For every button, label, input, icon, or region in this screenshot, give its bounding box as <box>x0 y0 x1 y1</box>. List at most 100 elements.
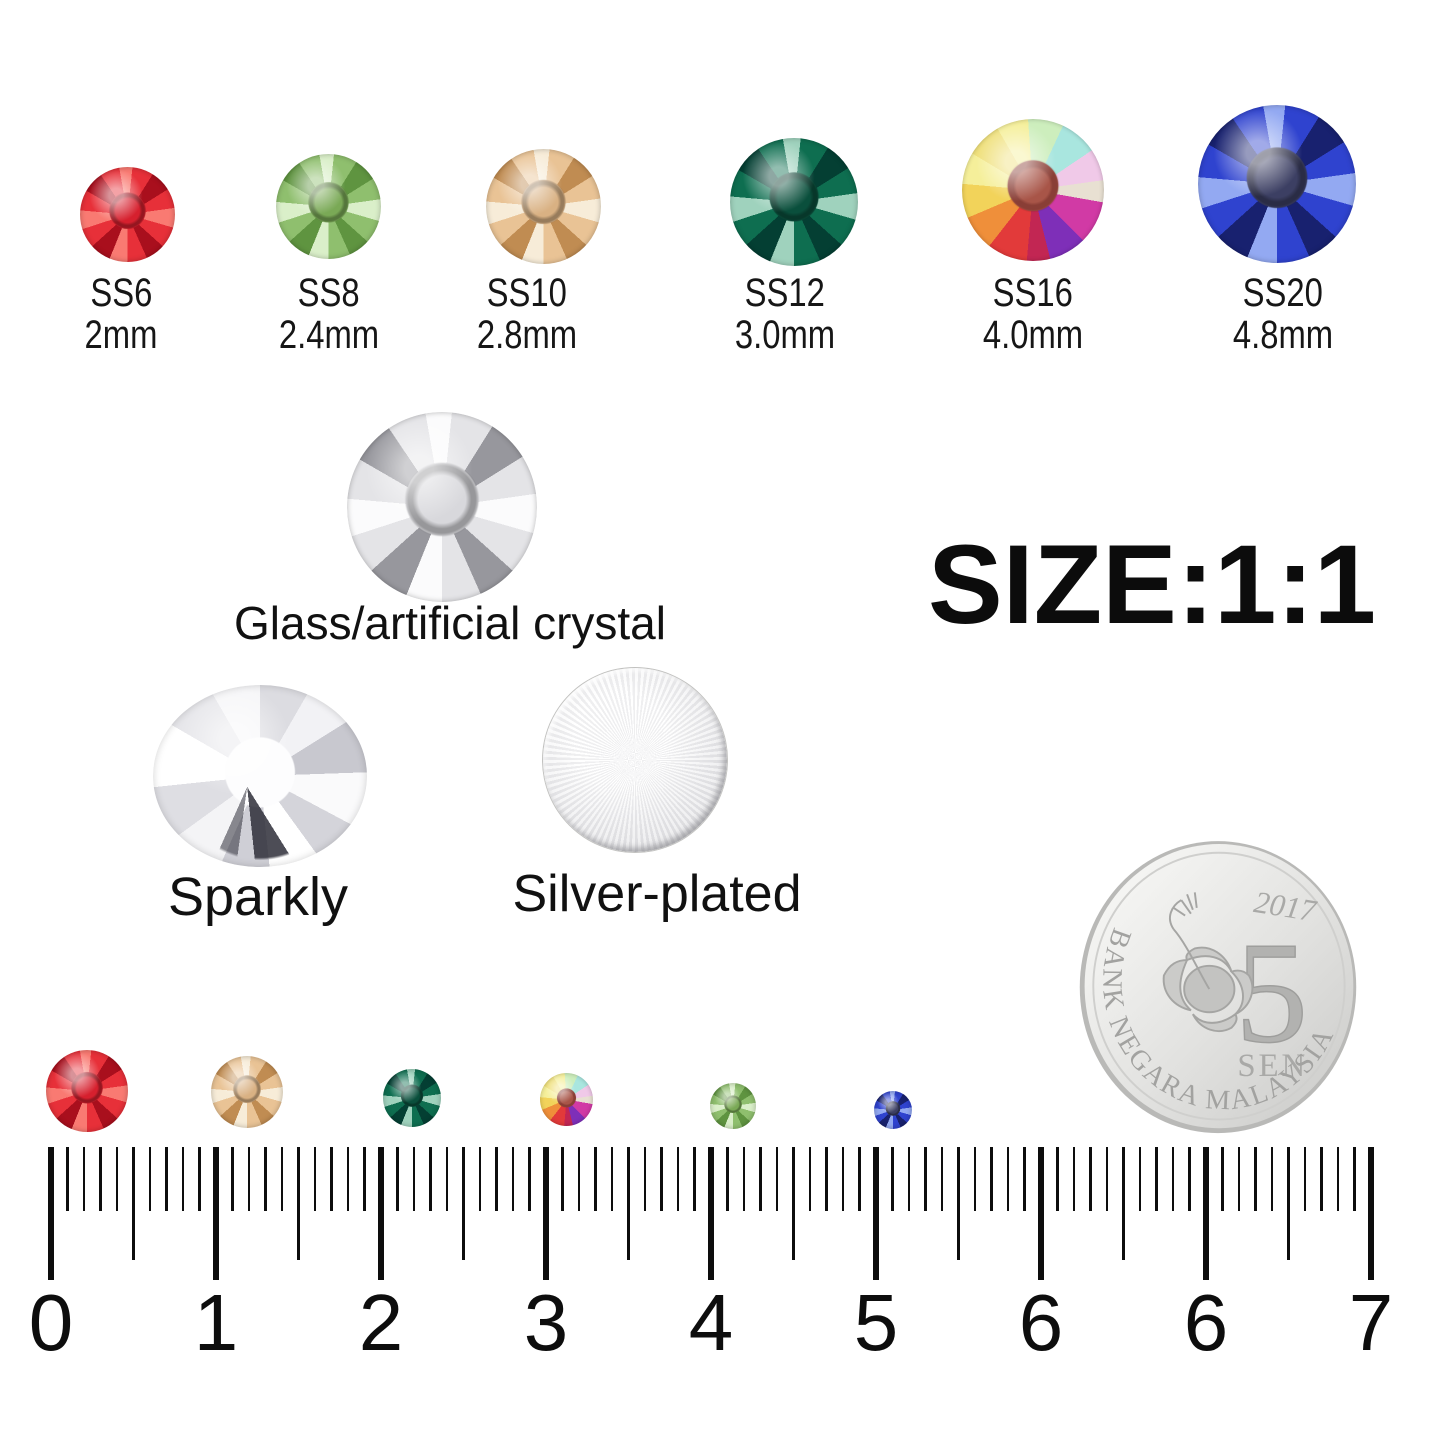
ruler-minor-tick <box>280 1147 284 1211</box>
ss-code: SS8 <box>297 271 360 315</box>
gem-clear-crystal <box>347 412 537 602</box>
ruler-major-tick <box>48 1147 54 1280</box>
ruler-minor-tick <box>1072 1147 1076 1211</box>
ruler-minor-tick <box>363 1147 366 1211</box>
size-label-ss8: SS8 2.4mm <box>268 272 390 356</box>
ruler-unit-number: 4 <box>688 1278 734 1367</box>
ruler-minor-tick <box>346 1147 350 1211</box>
hibiscus-flower <box>1162 892 1254 1032</box>
ruler-minor-tick <box>660 1147 663 1211</box>
ruler-minor-tick <box>676 1147 680 1211</box>
size-label-ss6: SS6 2mm <box>77 272 166 356</box>
ruler-minor-tick <box>495 1147 498 1211</box>
ruler-minor-tick <box>973 1147 977 1211</box>
mm-size: 2mm <box>84 313 158 357</box>
ruler-major-tick <box>1038 1147 1044 1280</box>
ruler-minor-tick <box>742 1147 746 1211</box>
ss-code: SS12 <box>744 271 826 315</box>
mm-size: 4.8mm <box>1232 313 1334 357</box>
ruler-minor-tick <box>445 1147 449 1211</box>
ruler-minor-tick <box>1254 1147 1257 1211</box>
ruler-minor-tick <box>907 1147 911 1211</box>
coin-5-sen-malaysia: 2017 5 SEN BANK NEGARA MALAYSIA <box>1079 841 1357 1134</box>
ruler-half-tick <box>627 1147 630 1260</box>
mm-size: 2.8mm <box>476 313 578 357</box>
ruler-major-tick <box>543 1147 549 1280</box>
ruler-minor-tick <box>1221 1147 1224 1211</box>
ruler-minor-tick <box>940 1147 944 1211</box>
glass-crystal-label: Glass/artificial crystal <box>234 597 666 649</box>
ruler-minor-tick <box>1138 1147 1142 1211</box>
coin-inner-rim <box>1092 851 1346 1121</box>
ruler-major-tick <box>708 1147 714 1280</box>
coin-unit: SEN <box>1237 1048 1308 1084</box>
ruler-minor-tick <box>1006 1147 1010 1211</box>
ruler-minor-tick <box>99 1147 102 1211</box>
ruler-half-tick <box>132 1147 135 1260</box>
gem-ss20-sapphire <box>1198 105 1356 263</box>
mm-size: 3.0mm <box>734 313 836 357</box>
size-ratio-text: SIZE:1:1 <box>927 522 1377 647</box>
ruler-minor-tick <box>808 1147 812 1211</box>
ruler-minor-tick <box>478 1147 482 1211</box>
ruler-minor-tick <box>775 1147 779 1211</box>
actual-size-gem-champagne <box>211 1056 283 1128</box>
ruler-minor-tick <box>66 1147 69 1211</box>
ruler-unit-number: 0 <box>28 1278 74 1367</box>
gem-ss10-champagne <box>486 149 601 264</box>
ruler-unit-number: 3 <box>523 1278 569 1367</box>
size-label-ss10: SS10 2.8mm <box>466 272 588 356</box>
gem-ss6-red <box>80 167 175 262</box>
ruler-minor-tick <box>412 1147 416 1211</box>
ruler-minor-tick <box>1353 1147 1356 1211</box>
silver-plated-label: Silver-plated <box>512 865 802 923</box>
ruler-minor-tick <box>759 1147 762 1211</box>
ruler-minor-tick <box>247 1147 251 1211</box>
ruler-minor-tick <box>181 1147 185 1211</box>
ss-code: SS20 <box>1242 271 1324 315</box>
actual-size-gem-red <box>46 1050 128 1132</box>
ruler-minor-tick <box>165 1147 168 1211</box>
ruler-minor-tick <box>577 1147 581 1211</box>
ruler-minor-tick <box>924 1147 927 1211</box>
size-label-ss12: SS12 3.0mm <box>724 272 846 356</box>
ruler-minor-tick <box>313 1147 317 1211</box>
gem-sparkly-crystal <box>153 685 367 867</box>
centimeter-ruler: 0 1 2 3 4 5 6 6 7 <box>0 1147 1445 1397</box>
size-label-ss20: SS20 4.8mm <box>1222 272 1344 356</box>
ruler-minor-tick <box>594 1147 597 1211</box>
ruler-minor-tick <box>396 1147 399 1211</box>
ruler-minor-tick <box>1056 1147 1059 1211</box>
gem-ss8-peridot <box>276 154 381 259</box>
gem-ss12-emerald <box>730 138 858 266</box>
actual-size-gem-peridot <box>710 1083 756 1129</box>
ruler-minor-tick <box>115 1147 119 1211</box>
ruler-major-tick <box>873 1147 879 1280</box>
ruler-unit-number: 6 <box>1183 1278 1229 1367</box>
ruler-minor-tick <box>858 1147 861 1211</box>
mm-size: 2.4mm <box>278 313 380 357</box>
ruler-minor-tick <box>1237 1147 1241 1211</box>
actual-size-gem-sapphire <box>874 1091 912 1129</box>
mm-size: 4.0mm <box>982 313 1084 357</box>
ruler-half-tick <box>297 1147 300 1260</box>
ruler-minor-tick <box>841 1147 845 1211</box>
ruler-minor-tick <box>693 1147 696 1211</box>
ruler-minor-tick <box>1336 1147 1340 1211</box>
ruler-major-tick <box>1203 1147 1209 1280</box>
ruler-unit-number: 1 <box>193 1278 239 1367</box>
ruler-minor-tick <box>561 1147 564 1211</box>
ruler-minor-tick <box>726 1147 729 1211</box>
ruler-minor-tick <box>198 1147 201 1211</box>
ruler-minor-tick <box>1171 1147 1175 1211</box>
ss-code: SS6 <box>90 271 152 315</box>
ruler-minor-tick <box>1105 1147 1109 1211</box>
ruler-major-tick <box>213 1147 219 1280</box>
ss-code: SS10 <box>486 271 568 315</box>
ruler-minor-tick <box>1188 1147 1191 1211</box>
ruler-unit-number: 2 <box>358 1278 404 1367</box>
ruler-minor-tick <box>511 1147 515 1211</box>
ruler-minor-tick <box>231 1147 234 1211</box>
sparkly-label: Sparkly <box>167 867 349 927</box>
